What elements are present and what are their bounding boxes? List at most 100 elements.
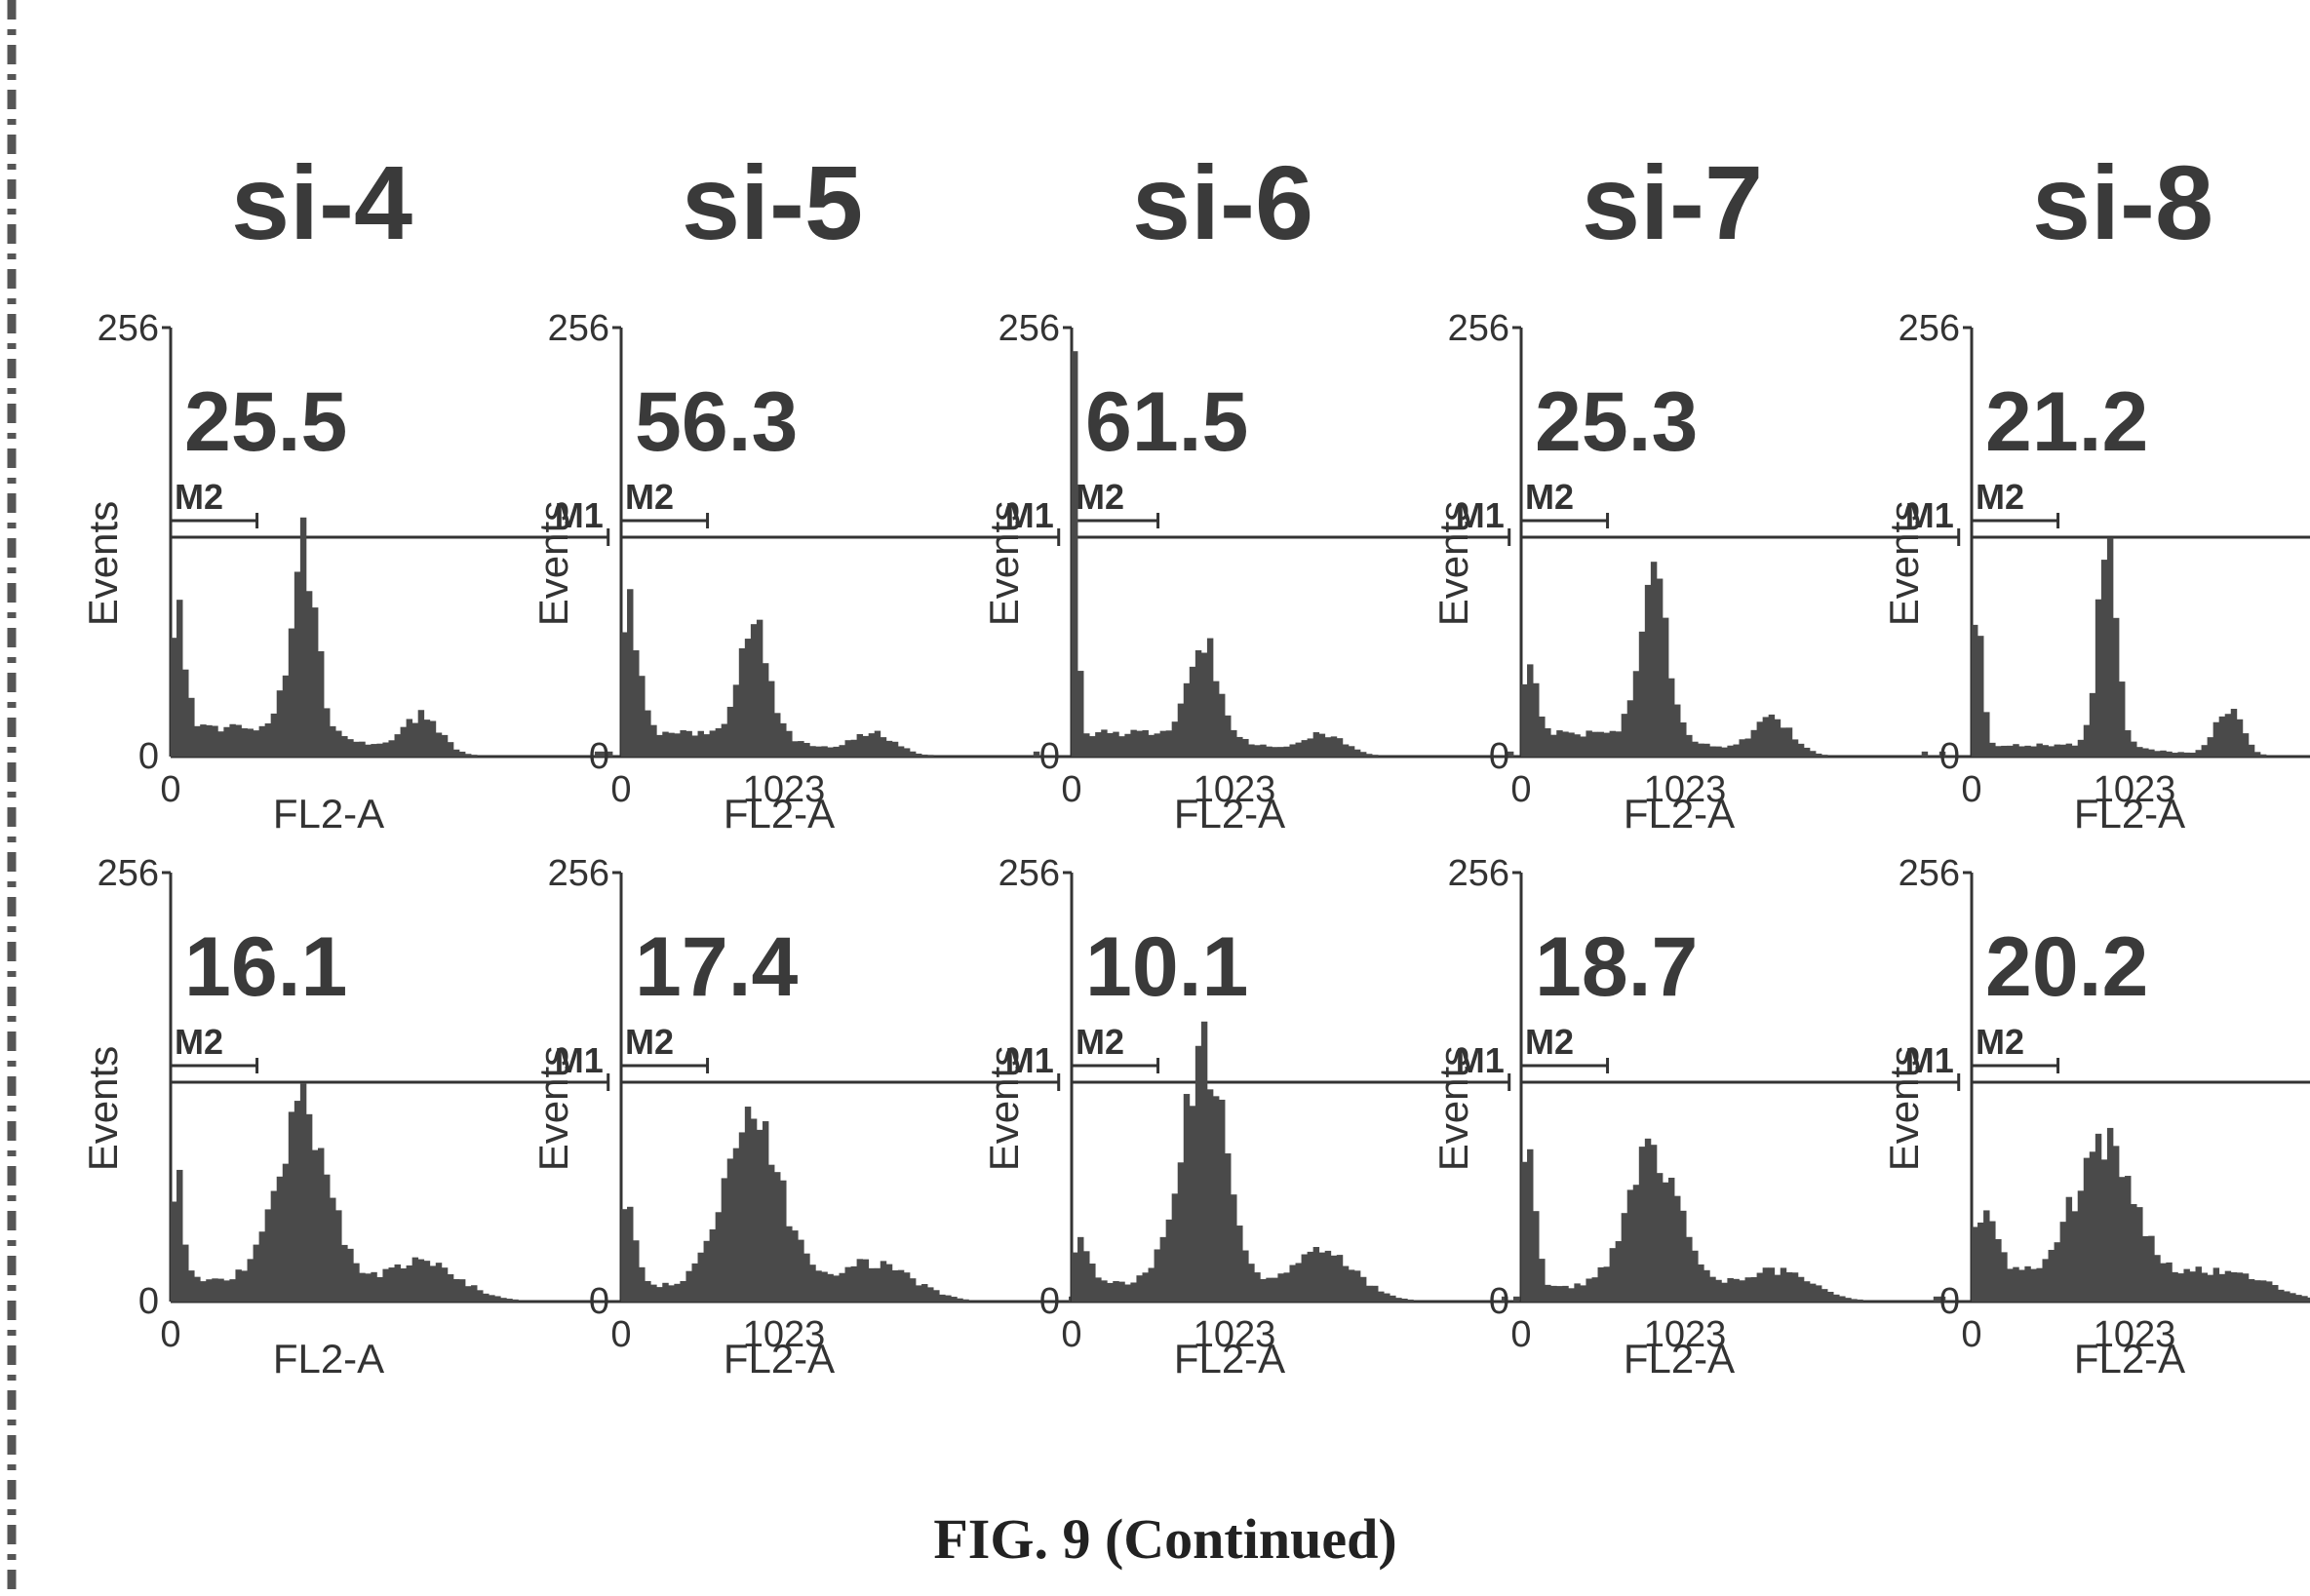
bar-si-5-r2-18 <box>726 1158 734 1302</box>
bar-si-4-r2-20 <box>288 1111 295 1302</box>
bar-si-6-r2-44 <box>1330 1255 1338 1302</box>
bar-si-7-r2-23 <box>1656 1173 1664 1302</box>
bar-si-6-r1-5 <box>1101 729 1108 757</box>
x-axis-title-si-5-r2: FL2-A <box>724 1336 835 1382</box>
bar-si-4-r2-35 <box>376 1276 383 1302</box>
bar-si-4-r2-53 <box>483 1293 489 1302</box>
bar-si-8-r2-54 <box>2290 1293 2296 1302</box>
bar-si-7-r1-16 <box>1615 731 1623 757</box>
bar-si-4-r1-35 <box>376 743 383 757</box>
bar-si-5-r2-8 <box>668 1285 675 1302</box>
bar-si-8-r2-32 <box>2160 1263 2167 1302</box>
bar-si-5-r2-46 <box>891 1269 899 1302</box>
bar-si-6-r2-22 <box>1200 1021 1208 1302</box>
bar-si-5-r1-42 <box>868 733 876 757</box>
bar-si-8-r2-4 <box>1995 1239 2002 1302</box>
bar-si-7-r2-34 <box>1721 1282 1728 1302</box>
bar-si-8-r1-21 <box>2095 599 2102 757</box>
bar-si-4-r1-17 <box>270 713 278 757</box>
bar-si-4-r2-45 <box>435 1263 443 1302</box>
bar-si-6-r2-3 <box>1089 1264 1096 1302</box>
bar-si-4-r1-7 <box>212 725 218 757</box>
bar-si-4-r1-0 <box>171 638 177 757</box>
bar-si-5-r2-51 <box>921 1284 928 1302</box>
marker-m2-label-si-4-r2: M2 <box>175 1022 223 1062</box>
bar-si-8-r2-47 <box>2248 1278 2255 1302</box>
y-axis-title-si-4-r2: Events <box>80 1046 126 1171</box>
bar-si-6-r2-29 <box>1242 1250 1249 1302</box>
y-tick-label-min-si-5-r2: 0 <box>589 1281 609 1322</box>
bar-si-7-r2-6 <box>1556 1286 1563 1302</box>
bar-si-8-r2-2 <box>1983 1210 1990 1302</box>
bar-si-4-r1-24 <box>311 607 319 757</box>
bar-si-8-r1-40 <box>2207 737 2214 757</box>
bar-si-6-r1-28 <box>1236 736 1243 757</box>
bar-si-4-r1-6 <box>206 724 213 757</box>
bar-si-4-r1-73 <box>600 751 607 757</box>
y-axis-title-si-8-r2: Events <box>1881 1046 1927 1171</box>
bar-si-7-r2-4 <box>1545 1284 1551 1302</box>
bar-si-6-r2-46 <box>1342 1265 1350 1302</box>
bar-si-8-r2-1 <box>1977 1222 1984 1302</box>
bar-si-8-r2-33 <box>2166 1262 2173 1302</box>
bar-si-6-r1-39 <box>1301 740 1308 757</box>
bar-si-4-r1-29 <box>341 736 348 757</box>
bar-si-7-r1-6 <box>1556 730 1563 757</box>
bar-si-7-r2-21 <box>1644 1138 1652 1302</box>
bar-si-4-r2-58 <box>512 1299 519 1302</box>
bar-si-7-r1-11 <box>1586 730 1592 757</box>
bar-si-5-r1-41 <box>862 735 870 757</box>
bar-si-4-r2-55 <box>494 1296 501 1302</box>
bar-si-4-r2-30 <box>347 1248 354 1302</box>
bar-si-7-r2-22 <box>1650 1145 1658 1302</box>
y-tick-label-min-si-8-r2: 0 <box>1939 1281 1960 1322</box>
bar-si-6-r2-36 <box>1283 1272 1290 1302</box>
bar-si-8-r1-27 <box>2131 741 2137 757</box>
y-tick-label-min-si-8-r1: 0 <box>1939 736 1960 777</box>
bar-si-7-r2-15 <box>1609 1248 1617 1302</box>
percent-label-si-5-r2: 17.4 <box>635 920 799 1014</box>
bar-si-7-r2-3 <box>1539 1259 1546 1302</box>
bar-si-7-r1-1 <box>1527 664 1534 757</box>
y-tick-label-max-si-8-r2: 256 <box>1899 853 1960 894</box>
bar-si-4-r2-7 <box>212 1278 218 1302</box>
bar-si-7-r2-49 <box>1809 1283 1817 1302</box>
bar-si-4-r1-28 <box>335 730 342 757</box>
bar-si-8-r2-31 <box>2154 1255 2161 1302</box>
x-tick-label-max-si-4-r2: 1023 <box>743 1314 826 1355</box>
bar-si-5-r1-22 <box>750 624 758 757</box>
bar-si-8-r2-36 <box>2183 1268 2190 1302</box>
bar-si-7-r2-40 <box>1756 1272 1764 1302</box>
bar-si-6-r1-22 <box>1200 652 1208 757</box>
bar-si-4-r1-26 <box>324 708 331 757</box>
bar-si-6-r2-52 <box>1378 1291 1385 1302</box>
x-axis-title-si-5-r1: FL2-A <box>724 791 835 837</box>
bar-si-4-r2-23 <box>305 1113 313 1302</box>
bar-si-5-r1-21 <box>744 639 752 757</box>
bar-si-7-r2-13 <box>1597 1266 1604 1302</box>
bar-si-8-r1-44 <box>2230 709 2238 757</box>
bar-si-8-r2-25 <box>2119 1177 2126 1302</box>
bar-si-6-r2-4 <box>1095 1277 1102 1302</box>
bar-si-4-r2-27 <box>330 1197 336 1302</box>
bar-si-6-r1-40 <box>1307 738 1314 757</box>
bar-si-5-r1-0 <box>621 632 628 757</box>
bar-si-8-r1-11 <box>2036 743 2043 757</box>
marker-m2-label-si-8-r1: M2 <box>1976 477 2024 517</box>
bar-si-7-r1-3 <box>1539 716 1546 757</box>
bar-si-8-r1-35 <box>2177 752 2184 757</box>
bar-si-7-r1-13 <box>1597 731 1604 757</box>
bar-si-7-r2-0 <box>1521 1161 1528 1302</box>
bar-si-5-r2-44 <box>880 1261 887 1302</box>
bar-si-7-r1-28 <box>1686 734 1693 757</box>
bar-si-6-r2-6 <box>1107 1282 1114 1302</box>
bar-si-7-r1-35 <box>1727 745 1734 757</box>
bar-si-6-r1-25 <box>1219 693 1226 757</box>
bar-si-8-r1-17 <box>2071 745 2079 757</box>
bar-si-6-r2-43 <box>1324 1250 1332 1302</box>
bar-si-8-r1-14 <box>2054 744 2060 757</box>
bar-si-6-r1-16 <box>1165 730 1173 757</box>
bar-si-7-r1-24 <box>1662 617 1669 757</box>
bar-si-5-r1-33 <box>815 746 822 757</box>
bar-si-4-r1-41 <box>411 722 419 757</box>
